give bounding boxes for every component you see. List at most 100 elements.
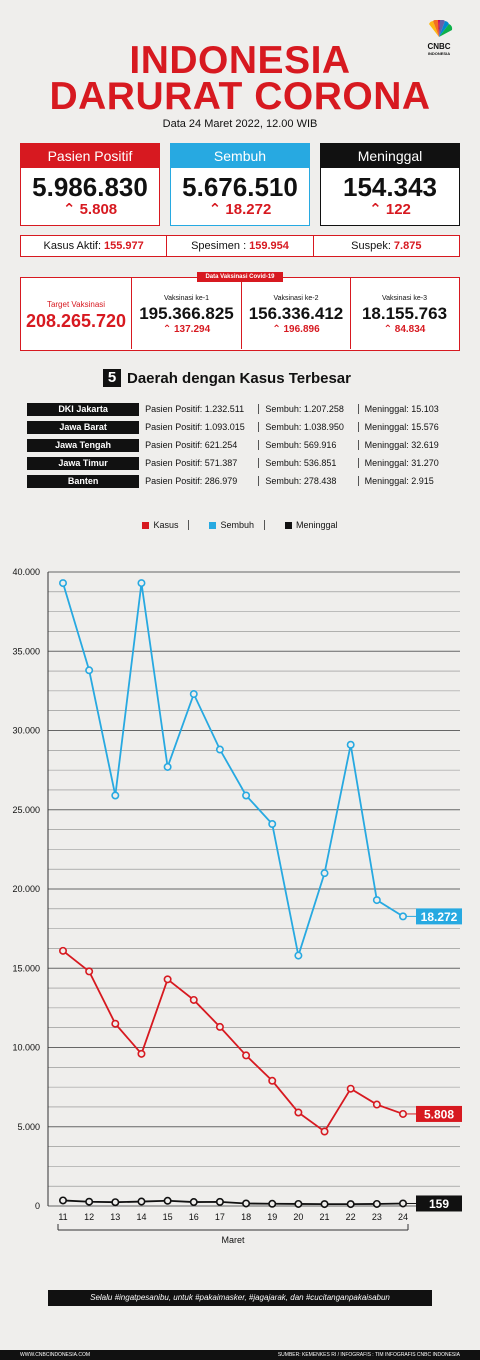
data-point-sembuh [268,820,277,829]
data-point-meninggal [137,1197,146,1206]
data-point-meninggal [346,1200,355,1209]
y-tick-label: 5.000 [17,1122,40,1132]
vax-dose-1: Vaksinasi ke-1 195.366.825 ⌃ 137.294 [131,278,241,349]
data-point-meninggal [268,1199,277,1208]
regions-table: DKI Jakarta Pasien Positif: 1.232.511 Se… [27,400,457,490]
vax-dose-2: Vaksinasi ke-2 156.336.412 ⌃ 196.896 [241,278,350,349]
data-point-meninggal [215,1197,224,1206]
card-positif-delta: ⌃ 5.808 [62,201,118,218]
x-tick-label: 15 [163,1212,173,1222]
card-meninggal-value: 154.343 [343,172,437,202]
data-point-kasus [242,1051,251,1060]
y-tick-label: 10.000 [12,1043,40,1053]
end-label-box-sembuh [416,908,462,925]
data-point-kasus [163,975,172,984]
data-point-sembuh [294,951,303,960]
vaccination-badge: Data Vaksinasi Covid-19 [197,272,283,282]
series-line-meninggal [62,1199,404,1205]
card-positif: Pasien Positif 5.986.830 ⌃ 5.808 [20,143,160,226]
vax-dose-3: Vaksinasi ke-3 18.155.763 ⌃ 84.834 [350,278,458,349]
data-point-meninggal [372,1199,381,1208]
data-point-meninggal [163,1196,172,1205]
regions-title: 5 Daerah dengan Kasus Terbesar [103,369,351,387]
double-up-icon: ⌃ [369,201,382,218]
double-up-icon: ⌃ [62,201,76,218]
data-point-sembuh [372,896,381,905]
legend-meninggal: Meninggal [285,520,338,530]
data-point-sembuh [58,579,67,588]
double-up-icon: ⌃ [272,324,281,335]
regions-count: 5 [103,369,121,387]
data-point-kasus [137,1049,146,1058]
data-point-sembuh [215,745,224,754]
vax-target: Target Vaksinasi 208.265.720 [25,300,127,331]
logo-subtext: INDONESIA [427,51,451,56]
y-tick-label: 20.000 [12,884,40,894]
y-tick-label: 40.000 [12,567,40,577]
footer-website: WWW.CNBCINDONESIA.COM [20,1352,90,1358]
legend-kasus: Kasus [142,520,190,530]
data-point-kasus [85,967,94,976]
data-point-kasus [111,1019,120,1028]
x-axis-label: Maret [221,1235,245,1245]
data-point-meninggal [242,1199,251,1208]
data-point-kasus [372,1100,381,1109]
data-point-kasus [189,995,198,1004]
x-tick-label: 23 [372,1212,382,1222]
card-sembuh-label: Sembuh [171,144,309,168]
footer-source: SUMBER: KEMENKES RI / INFOGRAFIS : TIM I… [277,1352,460,1358]
series-line-kasus [62,950,404,1133]
x-tick-label: 14 [136,1212,146,1222]
end-label-kasus: 5.808 [424,1107,454,1121]
data-point-sembuh [111,791,120,800]
end-label-meninggal: 159 [429,1197,449,1211]
tagline: Selalu #ingatpesanibu, untuk #pakaimaske… [48,1290,432,1306]
x-tick-label: 11 [58,1212,67,1222]
x-tick-label: 16 [189,1212,199,1222]
x-tick-label: 12 [84,1212,94,1222]
card-meninggal-label: Meninggal [321,144,459,168]
card-positif-label: Pasien Positif [21,144,159,168]
line-chart: 0 5.000 10.000 15.000 20.000 25.000 30.000 35.0… [12,567,462,1245]
data-point-kasus [320,1127,329,1136]
vaccination-panel: Target Vaksinasi 208.265.720 Vaksinasi k… [20,277,460,351]
data-point-kasus [58,946,67,955]
series-line-sembuh [62,582,404,956]
data-point-sembuh [398,912,407,921]
data-point-meninggal [320,1200,329,1209]
stat-kasus-aktif: Kasus Aktif: 155.977 [43,240,144,252]
data-point-sembuh [242,791,251,800]
data-date: Data 24 Maret 2022, 12.00 WIB [162,118,318,130]
x-tick-label: 20 [293,1212,303,1222]
table-row: DKI Jakarta Pasien Positif: 1.232.511 Se… [27,400,457,418]
x-tick-label: 13 [110,1212,120,1222]
end-label-box-kasus [416,1105,462,1122]
data-point-meninggal [294,1199,303,1208]
y-tick-label: 30.000 [12,726,40,736]
data-point-sembuh [320,869,329,878]
data-point-kasus [215,1022,224,1031]
stat-spesimen: Spesimen :159.954 [166,236,312,256]
stats-row: Kasus Aktif: 155.977 Spesimen :159.954 Su… [20,235,460,257]
card-meninggal-delta: ⌃ 122 [369,201,411,218]
title-line-2: DARURAT CORONA [49,75,431,118]
end-label-sembuh: 18.272 [421,910,458,924]
data-point-kasus [294,1108,303,1117]
table-row: Jawa Timur Pasien Positif: 571.387 Sembu… [27,454,457,472]
data-point-kasus [346,1084,355,1093]
x-tick-label: 18 [241,1212,251,1222]
legend-sembuh: Sembuh [209,520,265,530]
peacock-icon [429,19,453,37]
title-line-1: INDONESIA [129,39,351,82]
card-positif-value: 5.986.830 [32,172,148,202]
chart-legend: Kasus Sembuh Meninggal [0,520,480,530]
data-point-meninggal [189,1198,198,1207]
data-point-meninggal [111,1198,120,1207]
table-row: Jawa Tengah Pasien Positif: 621.254 Semb… [27,436,457,454]
cnbc-logo: CNBC INDONESIA [418,19,460,56]
y-tick-label: 15.000 [12,963,40,973]
x-tick-label: 21 [320,1212,330,1222]
data-point-sembuh [163,762,172,771]
end-label-box-meninggal [416,1195,462,1212]
x-tick-label: 19 [267,1212,277,1222]
